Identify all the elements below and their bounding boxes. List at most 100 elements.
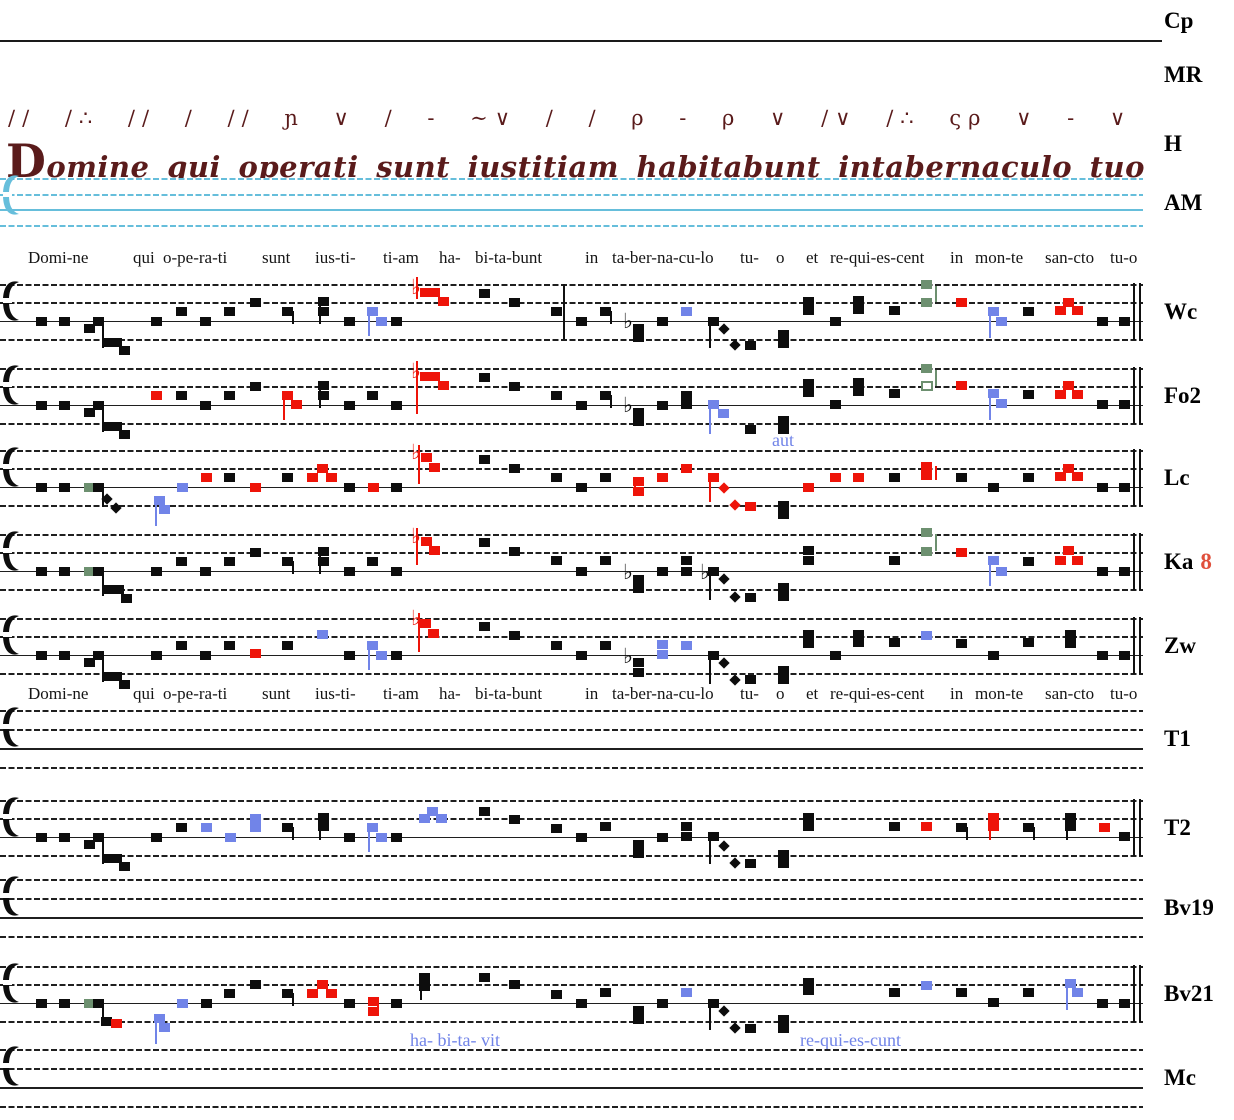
row-label-t2[interactable]: T2 [1164, 815, 1191, 840]
flat-accidental: ♭ [623, 644, 633, 668]
square-note [889, 821, 900, 831]
staff-line [0, 966, 1143, 968]
square-note [1065, 978, 1076, 988]
square-note [1097, 650, 1108, 660]
square-note [600, 821, 611, 831]
virga-tail [609, 395, 612, 408]
square-note [250, 979, 261, 989]
neume-row: ∕∕ ∕∴ ∕∕ ∕ ∕∕ ɲ ∨ ∕ ‐ ∼∨ ∕ ∕ ρ ‐ ρ ∨ ∕∨ … [8, 106, 1158, 130]
square-note [224, 390, 235, 400]
square-note [318, 821, 329, 831]
square-note [996, 566, 1007, 576]
square-note [420, 618, 431, 628]
square-note [429, 371, 440, 381]
square-note [745, 858, 756, 868]
square-note [778, 424, 789, 434]
row-label-lc[interactable]: Lc [1164, 465, 1190, 490]
square-note [282, 988, 293, 998]
row-label-bv21[interactable]: Bv21 [1164, 981, 1214, 1006]
final-double-barline [1133, 283, 1136, 341]
square-note [282, 822, 293, 832]
note-stem [935, 370, 937, 386]
square-note [509, 546, 520, 556]
square-note [803, 555, 814, 565]
square-note [344, 650, 355, 660]
row-label-t1[interactable]: T1 [1164, 726, 1191, 751]
row-label-bv19[interactable]: Bv19 [1164, 895, 1214, 920]
square-note [151, 832, 162, 842]
hollow-note [921, 381, 933, 391]
square-note [376, 650, 387, 660]
square-note [681, 390, 692, 400]
square-note [1055, 305, 1066, 315]
square-note [803, 378, 814, 388]
square-note [1097, 316, 1108, 326]
square-note [600, 390, 611, 400]
square-note [429, 287, 440, 297]
note-stem [989, 560, 991, 586]
square-note [479, 372, 490, 382]
staff-line [0, 836, 1143, 839]
row-label-am[interactable]: AM [1164, 190, 1203, 215]
square-note [344, 832, 355, 842]
row-label-h[interactable]: H [1164, 131, 1182, 156]
staff-line [0, 917, 1143, 919]
variant-annotation: aut [772, 430, 794, 450]
staff-line [0, 767, 1143, 769]
lyric-syllable: ha- [439, 684, 461, 703]
square-note [830, 472, 841, 482]
square-note [681, 640, 692, 650]
lyric-syllable: tu- [740, 684, 759, 703]
square-note [176, 822, 187, 832]
row-label-cp[interactable]: Cp [1164, 8, 1194, 33]
note-stem [709, 836, 711, 864]
lyric-syllable: re-qui-es-cent [830, 248, 925, 267]
square-note [479, 972, 490, 982]
square-note [429, 462, 440, 472]
square-note [657, 316, 668, 326]
square-note [509, 979, 520, 989]
lyric-syllable: o [776, 248, 785, 267]
row-label-mr[interactable]: MR [1164, 62, 1203, 87]
row-label-ka[interactable]: Ka 8 [1164, 549, 1212, 574]
square-note [1023, 637, 1034, 647]
square-note [988, 482, 999, 492]
square-note [657, 566, 668, 576]
square-note [657, 832, 668, 842]
square-note [778, 582, 789, 592]
square-note [803, 985, 814, 995]
final-double-barline [1139, 449, 1142, 507]
square-note [84, 839, 95, 849]
square-note [102, 421, 113, 431]
square-note [633, 848, 644, 858]
square-note [921, 297, 932, 307]
row-label-zw[interactable]: Zw [1164, 633, 1196, 658]
lyric-syllable: sunt [262, 248, 291, 267]
square-note [317, 979, 328, 989]
square-note [889, 472, 900, 482]
lyric-syllable: tu-o [1110, 684, 1138, 703]
square-note [101, 1016, 112, 1026]
square-note [367, 390, 378, 400]
square-note [921, 821, 932, 831]
square-note [803, 482, 814, 492]
diamond-note [718, 657, 730, 669]
staff-line [0, 468, 1143, 471]
melody-number-badge: 8 [1200, 549, 1212, 574]
row-label-wc[interactable]: Wc [1164, 299, 1198, 324]
square-note [853, 472, 864, 482]
virga-tail [291, 561, 294, 574]
virga-tail [965, 827, 968, 840]
square-note [479, 621, 490, 631]
square-note [59, 832, 70, 842]
staff-line [0, 936, 1143, 938]
square-note [778, 849, 789, 859]
row-label-fo2[interactable]: Fo2 [1164, 383, 1202, 408]
note-stem [368, 311, 370, 336]
row-label-mc[interactable]: Mc [1164, 1065, 1196, 1090]
square-note [1099, 822, 1110, 832]
square-note [633, 1005, 644, 1015]
square-note [1119, 316, 1130, 326]
c-clef-icon [3, 445, 20, 494]
final-double-barline [1133, 449, 1136, 507]
